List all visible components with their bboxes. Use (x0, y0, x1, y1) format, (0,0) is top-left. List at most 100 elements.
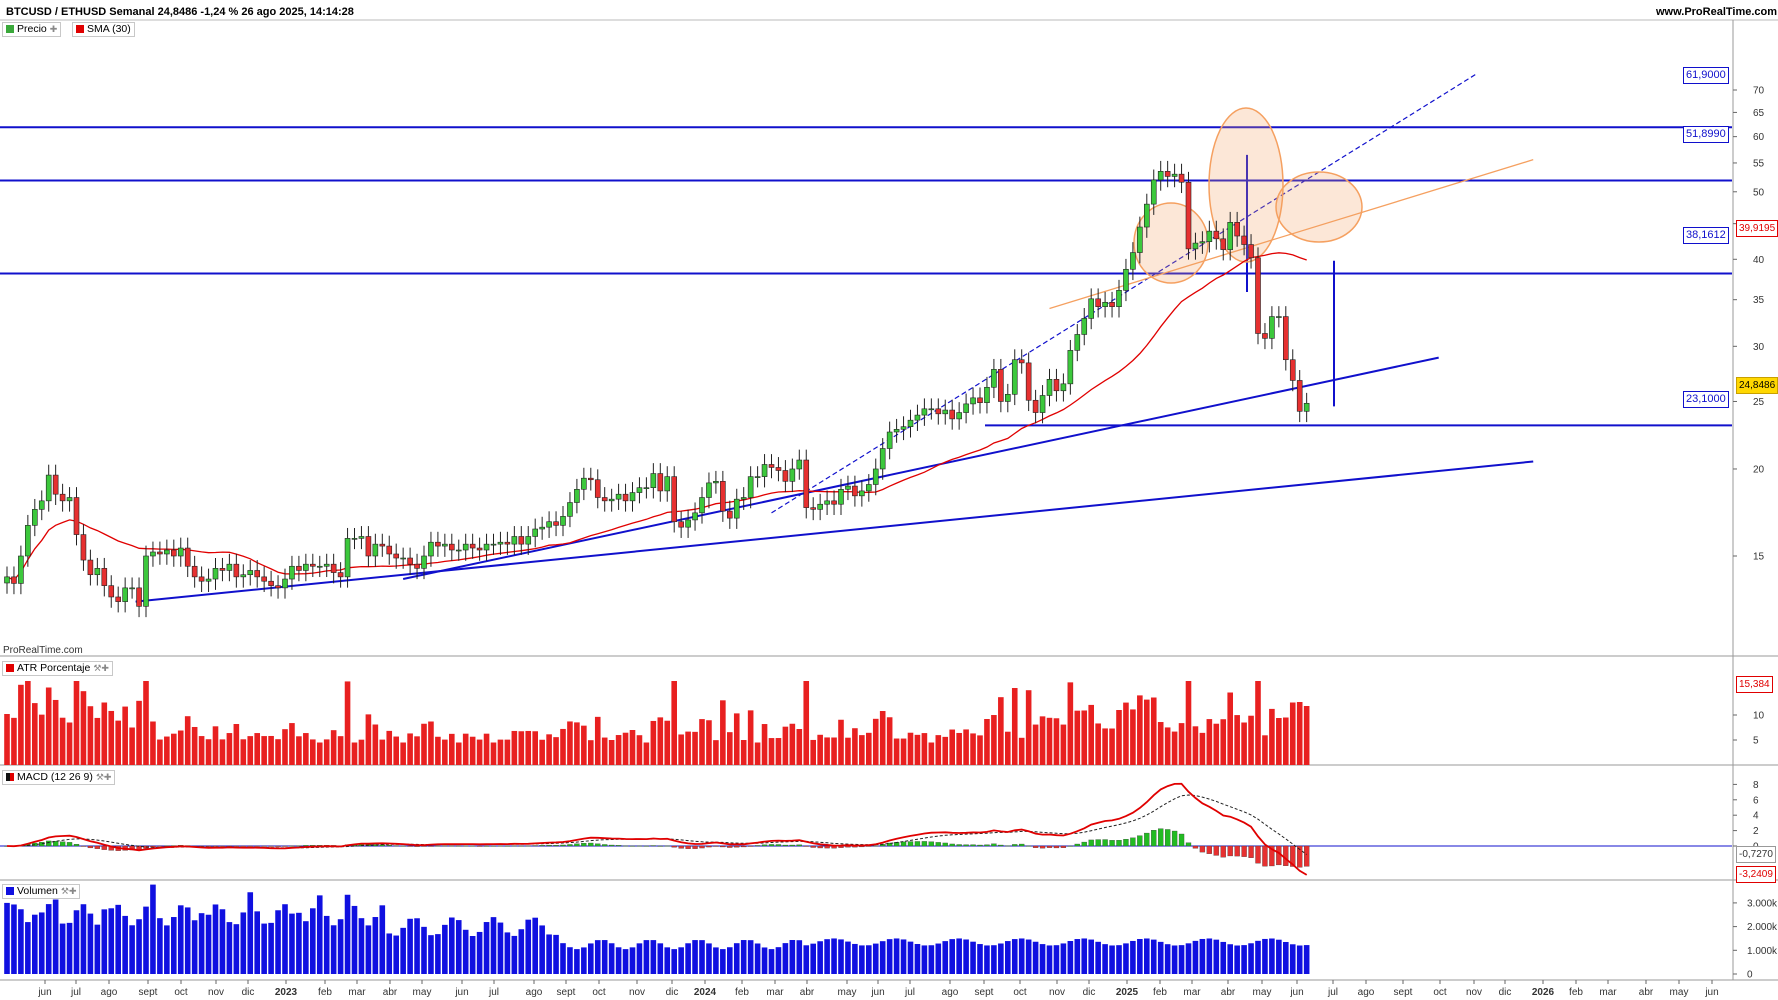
candle-body (483, 543, 490, 551)
candle-body (365, 536, 372, 557)
volume-bar (671, 949, 677, 974)
wrench-icon[interactable]: ⚒✚ (93, 663, 109, 673)
volume-bar (643, 940, 650, 974)
candle-body (928, 408, 935, 411)
volume-bar (219, 909, 226, 974)
volume-bar (970, 941, 976, 974)
atr-bar (692, 731, 698, 765)
atr-bar (747, 710, 754, 765)
volume-bar (1303, 945, 1310, 974)
atr-bar (852, 728, 858, 765)
legend-macd-swatch (6, 773, 14, 781)
volume-bar (1060, 943, 1067, 974)
candle-body (865, 484, 872, 492)
volume-bar (421, 926, 427, 974)
legend-macd[interactable]: MACD (12 26 9) ⚒✚ (2, 770, 116, 785)
candle-body (629, 492, 636, 502)
volume-bar (462, 929, 469, 974)
macd-hist-bar (1005, 845, 1011, 847)
atr-bar (984, 719, 990, 765)
candle-body (1234, 222, 1240, 237)
atr-bar (803, 681, 810, 765)
macd-hist-bar (240, 845, 246, 847)
macd-hist-bar (1151, 830, 1157, 847)
candle-body (372, 543, 379, 557)
price-tick-label: 65 (1753, 108, 1765, 119)
candle-body (275, 585, 281, 589)
macd-hist-bar (1095, 839, 1101, 847)
macd-hist-bar (1199, 845, 1206, 853)
atr-bar (775, 738, 782, 765)
volume-bar (629, 947, 636, 974)
macd-hist-bar (233, 845, 240, 847)
candle-body (726, 510, 733, 519)
volume-bar (518, 929, 525, 974)
candle-body (261, 576, 267, 582)
legend-volumen[interactable]: Volumen ⚒✚ (2, 884, 81, 899)
candle-body (893, 429, 900, 433)
price-tick-label: 35 (1753, 295, 1765, 306)
brand-link[interactable]: www.ProRealTime.com (1656, 6, 1778, 18)
volume-bar (810, 943, 816, 974)
legend-precio[interactable]: Precio ✚ (2, 22, 62, 37)
volume-bar (337, 919, 344, 974)
candle-body (567, 502, 573, 517)
wrench-icon[interactable]: ⚒✚ (95, 772, 112, 782)
volume-bar (18, 909, 24, 974)
macd-hist-bar (1060, 845, 1067, 848)
x-tick-label: oct (174, 987, 188, 998)
volume-bar (942, 941, 949, 974)
x-tick-label: nov (629, 987, 645, 998)
volume-bar (455, 920, 462, 974)
atr-bar (879, 711, 886, 765)
price-tick-label: 20 (1753, 464, 1765, 475)
volume-bar (914, 943, 921, 974)
candle-body (1220, 238, 1227, 250)
candle-body (177, 547, 184, 557)
macd-hist-bar (734, 845, 740, 848)
candle-body (428, 541, 434, 557)
volume-bar (657, 943, 664, 974)
volume-bar (1276, 939, 1282, 974)
volume-bar (567, 947, 573, 974)
atr-bar (1130, 709, 1136, 765)
legend-atr[interactable]: ATR Porcentaje ⚒✚ (2, 661, 113, 676)
volume-bar (115, 904, 121, 974)
macd-hist-bar (1297, 845, 1303, 868)
x-tick-label: ago (1358, 987, 1375, 998)
atr-bar (344, 681, 351, 765)
macd-hist-bar (275, 845, 281, 847)
macd-hist-bar (94, 845, 100, 849)
settings-icon[interactable]: ✚ (49, 24, 58, 34)
macd-hist-bar (873, 845, 879, 847)
atr-bar (247, 736, 254, 765)
volume-bar (177, 905, 184, 974)
candle-body (685, 519, 691, 528)
macd-hist-bar (73, 843, 80, 847)
volume-bar (886, 939, 893, 974)
macd-hist-bar (671, 845, 677, 848)
macd-hist-bar (1262, 845, 1268, 867)
macd-hist-bar (525, 845, 531, 847)
candle-body (747, 476, 754, 498)
macd-hist-bar (796, 844, 802, 847)
wrench-icon[interactable]: ⚒✚ (60, 886, 77, 896)
volume-bar (261, 923, 267, 974)
candle-body (1241, 235, 1247, 245)
atr-bar (1220, 719, 1227, 765)
volume-bar (1241, 945, 1247, 974)
macd-hist-bar (1269, 845, 1275, 867)
candle-body (455, 549, 462, 552)
macd-hist-bar (1019, 843, 1025, 847)
macd-hist-bar (1039, 845, 1046, 849)
macd-hist-bar (553, 844, 559, 847)
volume-bar (205, 914, 212, 974)
atr-bar (1199, 732, 1206, 765)
volume-bar (1095, 941, 1101, 974)
candle-body (358, 536, 365, 539)
sma30-line (6, 252, 1307, 581)
atr-bar (553, 737, 559, 765)
atr-bar (1164, 727, 1171, 765)
macd-hist-bar (692, 845, 698, 849)
legend-sma[interactable]: SMA (30) (72, 22, 135, 37)
